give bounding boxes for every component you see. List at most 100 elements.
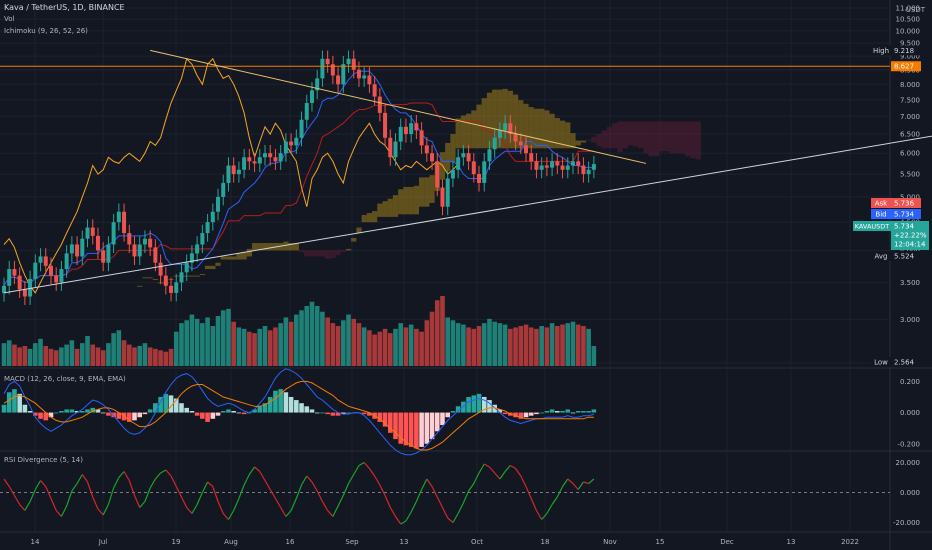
candle-body xyxy=(263,153,267,158)
volume-bar xyxy=(434,300,440,366)
candle-body xyxy=(534,161,539,170)
macd-histogram-bar xyxy=(481,396,487,413)
macd-tick-label: 0.000 xyxy=(900,409,920,417)
candle-body xyxy=(555,161,560,166)
volume-bar xyxy=(299,310,304,366)
candle-body xyxy=(127,233,132,245)
macd-histogram-bar xyxy=(273,390,278,413)
rsi-segment xyxy=(327,510,334,517)
candle-body xyxy=(383,112,388,138)
ichimoku-cloud-segment xyxy=(554,118,560,149)
ichimoku-cloud-segment xyxy=(664,121,670,152)
macd-histogram-bar xyxy=(377,412,383,422)
macd-histogram-bar xyxy=(126,412,132,422)
candle-body xyxy=(403,126,408,135)
rsi-segment xyxy=(13,495,21,505)
ichimoku-cloud-segment xyxy=(612,123,618,149)
candle-body xyxy=(210,211,215,223)
volume-bar xyxy=(85,336,90,366)
ichimoku-cloud-segment xyxy=(492,89,498,149)
ichimoku-cloud-segment xyxy=(627,121,634,146)
volume-bar xyxy=(173,331,179,366)
macd-histogram-bar xyxy=(393,412,398,440)
rsi-segment xyxy=(50,498,57,511)
ichimoku-cloud-segment xyxy=(601,130,607,149)
rsi-legend: RSI Divergence (5, 14) xyxy=(4,456,83,464)
low-label: Low xyxy=(874,359,888,367)
volume-bar xyxy=(528,327,534,366)
volume-bar xyxy=(304,306,310,366)
trendline-upper xyxy=(150,49,647,164)
macd-histogram-bar xyxy=(330,412,336,416)
candle-body xyxy=(362,75,367,79)
ichimoku-cloud-segment xyxy=(189,275,195,277)
volume-bar xyxy=(158,350,163,366)
candle-body xyxy=(59,269,64,283)
macd-histogram-bar xyxy=(367,412,372,416)
candle-body xyxy=(529,153,534,162)
avg-label: Avg xyxy=(875,253,888,261)
ichimoku-cloud-segment xyxy=(424,177,430,207)
rsi-segment xyxy=(321,501,329,511)
macd-histogram-bar xyxy=(241,412,247,415)
rsi-segment xyxy=(405,511,412,522)
rsi-segment xyxy=(562,478,569,487)
candle-body xyxy=(179,272,184,283)
macd-histogram-bar xyxy=(382,412,388,427)
macd-histogram-bar xyxy=(163,393,169,413)
macd-histogram-bar xyxy=(147,409,153,413)
avg-value: 5.524 xyxy=(894,253,915,261)
last-price: 5.734 xyxy=(894,223,915,231)
candle-body xyxy=(550,161,555,168)
volume-bar xyxy=(586,328,591,366)
macd-histogram-bar xyxy=(22,404,28,413)
ichimoku-cloud-segment xyxy=(298,250,305,252)
ichimoku-cloud-segment xyxy=(633,121,639,147)
volume-bar xyxy=(69,340,75,366)
macd-histogram-bar xyxy=(361,412,367,415)
rsi-segment xyxy=(489,466,496,474)
ichimoku-cloud-segment xyxy=(288,243,294,251)
volume-bar xyxy=(591,346,597,366)
rsi-segment xyxy=(92,496,99,510)
macd-histogram-bar xyxy=(294,400,299,413)
rsi-segment xyxy=(269,489,276,499)
macd-histogram-bar xyxy=(137,412,143,418)
rsi-segment xyxy=(447,517,454,523)
volume-bar xyxy=(555,326,560,366)
rsi-segment xyxy=(8,486,15,496)
macd-histogram-bar xyxy=(565,409,571,413)
last-price-bg xyxy=(891,221,929,250)
ichimoku-cloud-segment xyxy=(690,121,696,159)
rsi-segment xyxy=(535,510,543,520)
macd-histogram-bar xyxy=(80,411,85,413)
macd-histogram-bar xyxy=(288,396,294,413)
ichimoku-cloud-segment xyxy=(335,250,341,255)
ichimoku-cloud-segment xyxy=(643,121,649,154)
macd-signal-line xyxy=(3,380,594,451)
candle-body xyxy=(430,153,435,162)
ichimoku-cloud-segment xyxy=(278,243,284,251)
rsi-segment xyxy=(384,495,391,508)
volume-bar xyxy=(544,327,550,366)
price-tick-label: 9.000 xyxy=(900,53,920,61)
rsi-segment xyxy=(441,507,449,519)
candle-body xyxy=(508,123,513,135)
candle-body xyxy=(142,238,147,245)
rsi-segment xyxy=(45,486,52,499)
macd-histogram-bar xyxy=(74,411,80,413)
ichimoku-cloud-segment xyxy=(340,250,346,252)
ichimoku-legend: Ichimoku (9, 26, 52, 26) xyxy=(4,27,88,35)
price-tick-label: 10.000 xyxy=(896,27,921,35)
volume-bar xyxy=(466,327,471,366)
volume-bar xyxy=(508,328,513,366)
macd-histogram-bar xyxy=(471,395,477,413)
ichimoku-cloud-segment xyxy=(283,241,289,251)
candle-body xyxy=(393,141,398,158)
price-tick-label: 10.500 xyxy=(896,16,921,24)
rsi-segment xyxy=(368,468,376,477)
rsi-segment xyxy=(504,465,511,472)
candle-body xyxy=(341,64,346,85)
macd-histogram-bar xyxy=(142,412,148,415)
rsi-segment xyxy=(311,481,318,492)
